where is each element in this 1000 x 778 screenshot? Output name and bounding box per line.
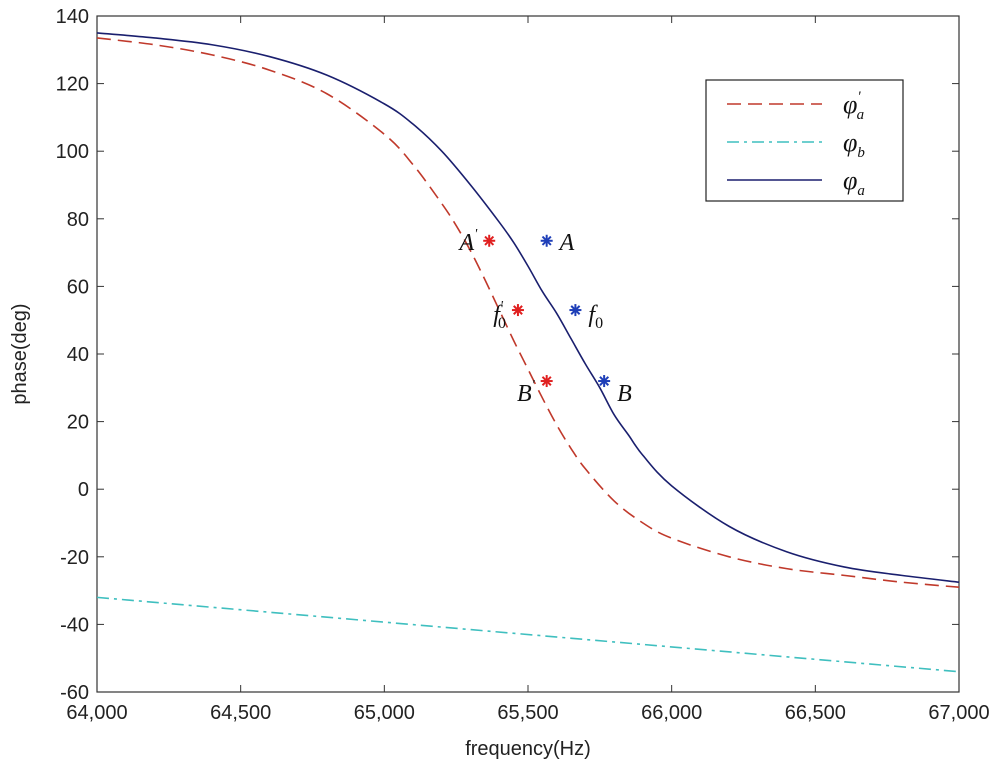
marker-label: B' <box>517 378 536 407</box>
y-tick-label: 120 <box>56 74 89 96</box>
legend: φ' a φb φa <box>705 79 904 202</box>
x-tick-label: 67,000 <box>928 702 989 724</box>
legend-box <box>705 79 904 202</box>
x-tick-label: 65,500 <box>497 702 558 724</box>
series-line-phi-b <box>96 596 960 673</box>
y-tick-label: -60 <box>60 682 89 704</box>
x-tick-label: 66,500 <box>785 702 846 724</box>
x-axis-title: frequency(Hz) <box>465 738 591 760</box>
marker-point <box>569 304 582 317</box>
legend-label: φb <box>843 128 865 161</box>
y-tick-label: 40 <box>67 344 89 366</box>
x-tick-label: 66,000 <box>641 702 702 724</box>
x-tick-label: 65,000 <box>354 702 415 724</box>
marker-label: f0 <box>588 302 603 332</box>
y-tick-label: 100 <box>56 141 89 163</box>
x-tick-label: 64,000 <box>66 702 127 724</box>
y-tick-label: 80 <box>67 209 89 231</box>
series-layer <box>96 32 960 673</box>
marker-label: f' 0 <box>493 299 506 332</box>
marker-point <box>598 375 611 388</box>
series-line-phi-a <box>96 32 960 583</box>
legend-label: φa <box>843 166 865 199</box>
marker-label: B <box>617 381 632 407</box>
marker-label: A' <box>458 227 479 256</box>
y-axis-title: phase(deg) <box>9 303 31 404</box>
marker-point <box>483 234 496 247</box>
y-tick-label: -40 <box>60 614 89 636</box>
marker-point <box>540 375 553 388</box>
y-tick-label: 0 <box>78 479 89 501</box>
marker-point <box>511 304 524 317</box>
y-axis-ticks: 140 120 100 80 60 40 20 0 -20 -40 -60 <box>56 6 959 704</box>
y-tick-label: 60 <box>67 276 89 298</box>
series-line-phi-a-prime <box>96 37 960 589</box>
legend-label: φ' a <box>843 89 864 123</box>
marker-label: A <box>558 230 575 256</box>
marker-point <box>540 234 553 247</box>
y-tick-label: 140 <box>56 6 89 28</box>
marker-layer: A' f' 0 B' Af0 B <box>458 227 633 407</box>
x-tick-label: 64,500 <box>210 702 271 724</box>
y-tick-label: 20 <box>67 412 89 434</box>
y-tick-label: -20 <box>60 547 89 569</box>
x-axis-ticks: 64,000 64,500 65,000 65,500 66,000 66,500 67,0… <box>66 16 990 724</box>
